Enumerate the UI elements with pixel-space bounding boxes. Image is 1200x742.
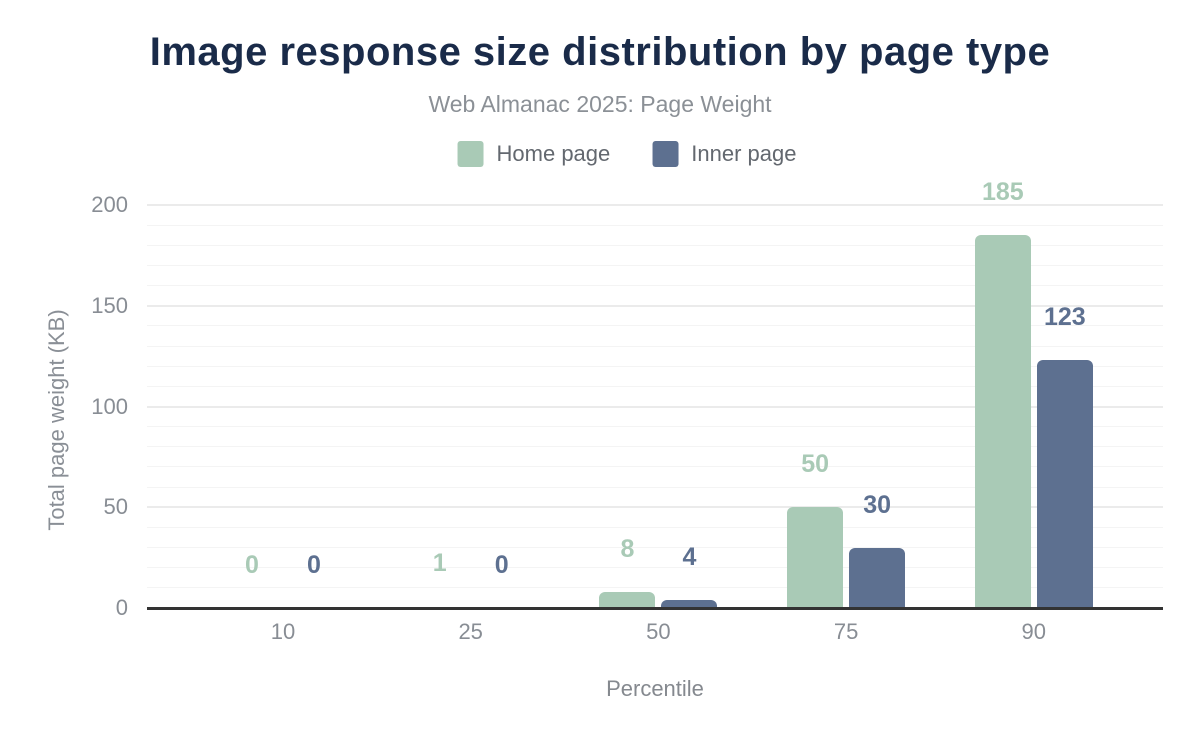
major-gridline (147, 304, 1163, 307)
major-gridline (147, 204, 1163, 206)
bar-inner-page-p75[interactable] (849, 547, 906, 608)
x-tick-label: 10 (270, 619, 296, 644)
value-label: 0 (494, 551, 509, 579)
minor-gridline (147, 264, 1163, 266)
chart-title: Image response size distribution by page… (149, 30, 1051, 74)
y-tick-label: 200 (91, 192, 128, 217)
minor-gridline (147, 224, 1163, 226)
home-page-swatch-icon (457, 141, 484, 167)
chart-subtitle: Web Almanac 2025: Page Weight (428, 91, 772, 117)
x-tick-label: 75 (833, 619, 859, 644)
value-label: 30 (863, 490, 891, 519)
y-tick-label: 100 (91, 393, 128, 419)
minor-gridline (147, 285, 1163, 287)
value-label: 1 (432, 548, 447, 577)
value-label: 8 (620, 534, 635, 563)
minor-gridline (147, 547, 1163, 549)
minor-gridline (147, 325, 1163, 327)
bar-home-page-p50[interactable] (599, 591, 656, 608)
legend-label-inner-page: Inner page (691, 141, 797, 166)
x-tick-label: 25 (458, 619, 483, 644)
x-tick-label: 50 (646, 619, 671, 644)
minor-gridline (147, 244, 1163, 246)
y-tick-label: 150 (91, 292, 128, 318)
inner-page-swatch-icon (652, 141, 679, 167)
x-axis-title: Percentile (606, 676, 704, 701)
bar-home-page-p90[interactable] (974, 235, 1031, 608)
value-label: 0 (245, 551, 259, 579)
minor-gridline (147, 587, 1163, 589)
legend-item-home-page[interactable]: Home page (457, 141, 611, 167)
minor-gridline (147, 526, 1163, 528)
major-gridline (147, 506, 1163, 509)
minor-gridline (147, 345, 1163, 347)
x-axis-line (147, 606, 1163, 610)
major-gridline (147, 405, 1163, 408)
minor-gridline (147, 426, 1163, 428)
value-label: 185 (981, 178, 1024, 207)
legend-item-inner-page[interactable]: Inner page (652, 141, 796, 167)
bar-home-page-p75[interactable] (787, 507, 844, 608)
y-tick-label: 50 (103, 494, 128, 520)
y-tick-label: 0 (115, 595, 128, 620)
value-label: 123 (1043, 303, 1086, 332)
legend: Home page Inner page (457, 141, 796, 167)
minor-gridline (147, 567, 1163, 569)
bar-inner-page-p90[interactable] (1036, 360, 1093, 608)
value-label: 0 (307, 551, 321, 579)
minor-gridline (147, 486, 1163, 488)
bar-inner-page-p50[interactable] (661, 599, 718, 608)
minor-gridline (147, 365, 1163, 367)
minor-gridline (147, 385, 1163, 387)
minor-gridline (147, 446, 1163, 448)
value-label: 4 (682, 542, 697, 571)
minor-gridline (147, 466, 1163, 468)
legend-label-home-page: Home page (496, 141, 611, 166)
x-tick-label: 90 (1021, 619, 1047, 644)
value-label: 50 (801, 450, 829, 479)
